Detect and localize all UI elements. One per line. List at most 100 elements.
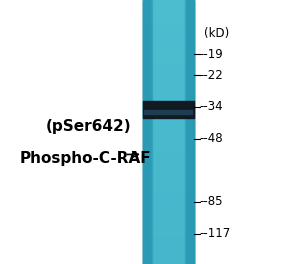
Bar <box>143 248 194 251</box>
Bar <box>143 0 145 264</box>
Bar <box>143 50 194 53</box>
Bar <box>192 0 194 264</box>
Bar <box>188 0 194 264</box>
Bar <box>143 100 194 103</box>
Bar <box>143 0 150 264</box>
Bar <box>143 230 194 232</box>
Bar <box>143 240 194 243</box>
Bar <box>143 209 194 211</box>
Bar <box>143 193 194 195</box>
Bar <box>143 92 194 95</box>
Bar <box>190 0 194 264</box>
Bar <box>143 148 194 150</box>
Bar <box>143 124 194 127</box>
Bar <box>143 190 194 193</box>
Text: --117: --117 <box>200 227 231 240</box>
Bar <box>143 71 194 74</box>
Bar <box>143 219 194 222</box>
Bar <box>143 103 194 106</box>
Bar <box>187 0 194 264</box>
Bar <box>143 158 194 161</box>
Bar <box>143 119 194 121</box>
Bar <box>191 0 194 264</box>
Bar <box>143 214 194 216</box>
Bar <box>190 0 194 264</box>
Bar <box>143 0 149 264</box>
Bar <box>143 114 194 116</box>
Bar <box>143 0 147 264</box>
Bar <box>143 0 194 3</box>
Bar <box>143 79 194 82</box>
Bar <box>143 0 149 264</box>
Bar <box>143 0 148 264</box>
Bar <box>192 0 194 264</box>
Bar <box>143 21 194 24</box>
Bar <box>143 132 194 135</box>
Text: Phospho-C-RAF: Phospho-C-RAF <box>20 151 151 166</box>
Bar <box>143 108 194 111</box>
Bar <box>143 238 194 240</box>
Bar <box>143 26 194 29</box>
Bar <box>143 216 194 219</box>
Bar <box>143 137 194 140</box>
Bar <box>143 0 150 264</box>
Bar <box>143 206 194 209</box>
Bar <box>143 145 194 148</box>
Bar <box>186 0 194 264</box>
Bar <box>143 143 194 145</box>
Bar <box>143 185 194 187</box>
Bar <box>143 161 194 164</box>
Bar <box>143 3 194 5</box>
Bar <box>143 82 194 84</box>
Bar <box>143 0 144 264</box>
Bar <box>144 110 192 114</box>
Bar <box>143 203 194 206</box>
Bar <box>143 5 194 8</box>
Bar <box>143 95 194 98</box>
Bar <box>143 253 194 256</box>
Bar <box>189 0 194 264</box>
Bar <box>185 0 194 264</box>
Bar <box>143 111 194 114</box>
Bar <box>143 0 146 264</box>
Bar <box>143 232 194 235</box>
Bar <box>143 24 194 26</box>
Bar <box>143 121 194 124</box>
Bar <box>143 42 194 45</box>
Bar <box>143 156 194 158</box>
Bar <box>189 0 194 264</box>
Bar <box>185 0 194 264</box>
Bar <box>143 0 151 264</box>
Bar <box>143 169 194 172</box>
Text: --19: --19 <box>200 48 223 61</box>
Bar <box>143 129 194 132</box>
Bar <box>143 135 194 137</box>
Bar <box>143 153 194 156</box>
Bar <box>143 63 194 66</box>
Bar <box>143 180 194 182</box>
Bar <box>143 127 194 129</box>
Bar <box>143 224 194 227</box>
Bar <box>143 34 194 37</box>
Bar <box>143 182 194 185</box>
Bar <box>143 187 194 190</box>
Bar <box>143 66 194 69</box>
Bar <box>143 13 194 16</box>
Bar <box>143 37 194 40</box>
Bar <box>143 11 194 13</box>
Bar <box>188 0 194 264</box>
Bar <box>143 195 194 198</box>
Bar <box>143 172 194 174</box>
Bar <box>191 0 194 264</box>
Text: --22: --22 <box>200 69 223 82</box>
Bar <box>143 16 194 18</box>
Bar <box>143 0 144 264</box>
Text: (kD): (kD) <box>204 26 229 40</box>
Bar <box>143 150 194 153</box>
Bar <box>143 55 194 58</box>
Bar <box>143 40 194 42</box>
Bar <box>143 0 148 264</box>
Bar <box>143 77 194 79</box>
Bar <box>193 0 194 264</box>
Bar <box>143 211 194 214</box>
